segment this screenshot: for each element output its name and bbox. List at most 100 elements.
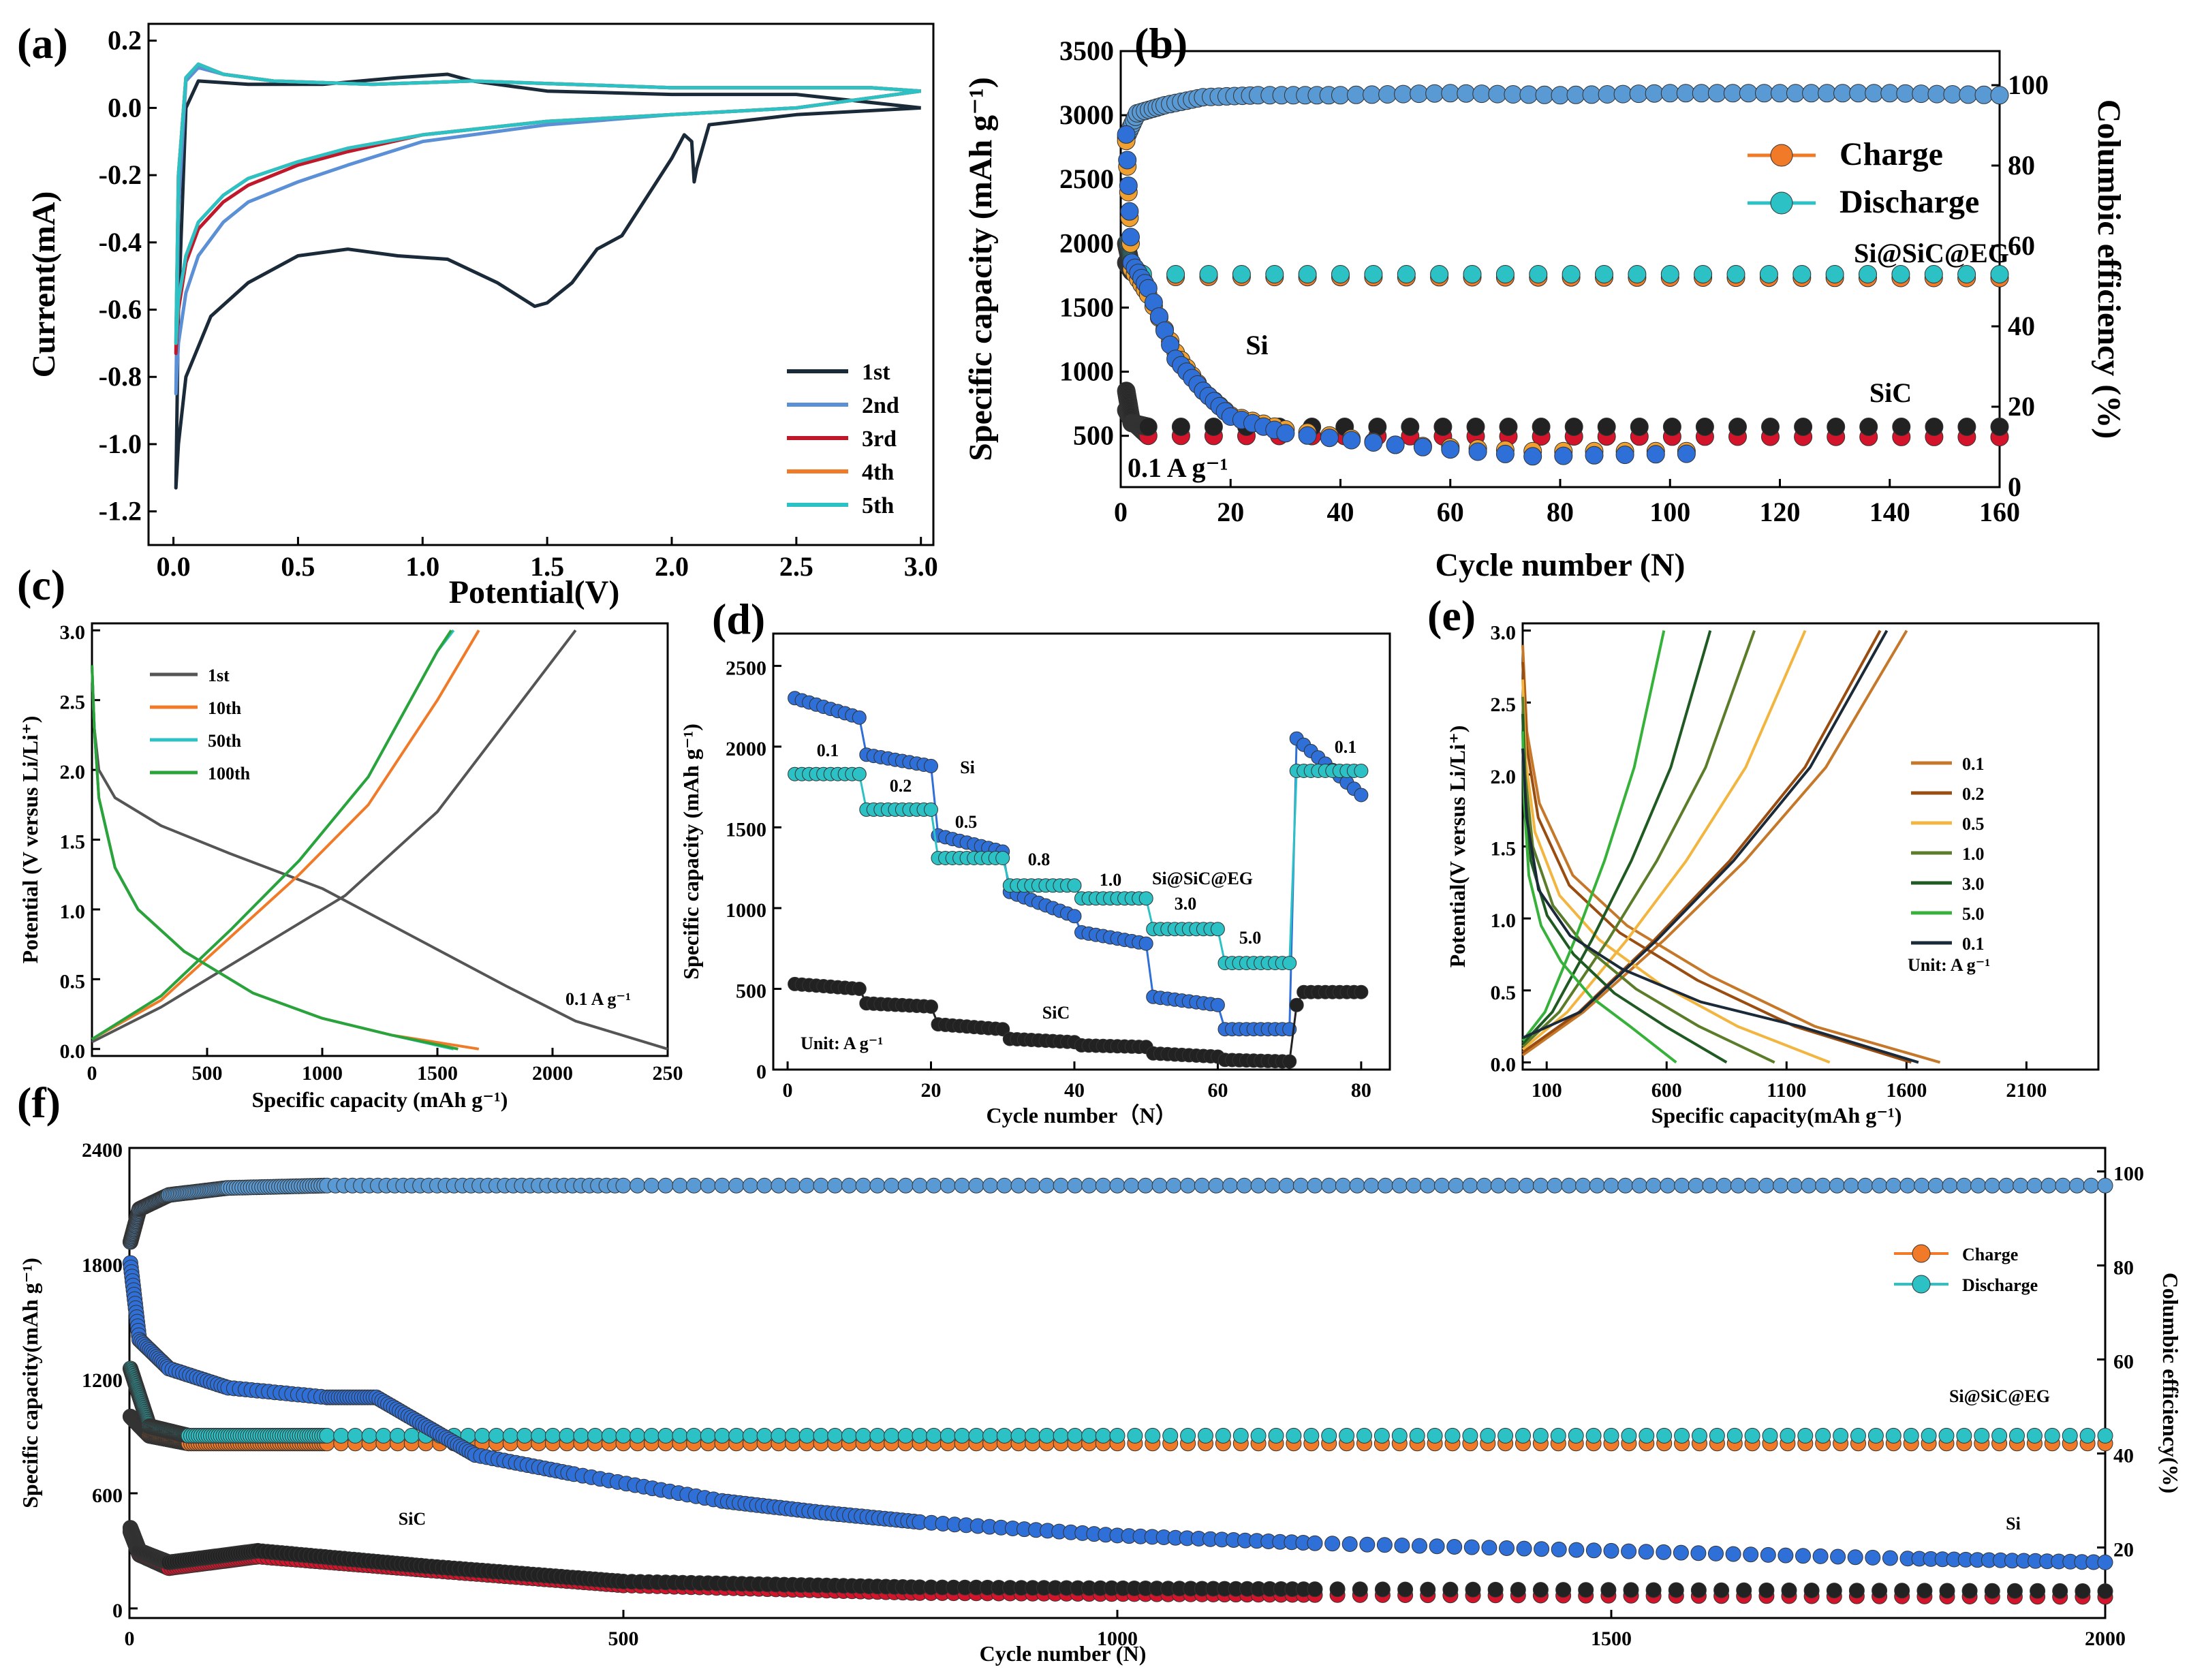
plot-frame: [772, 632, 1391, 1071]
capacity-point: [1166, 265, 1185, 283]
capacity-point: [1298, 265, 1317, 283]
y-tick-label: 2.5: [1491, 694, 1517, 716]
series-point-Si@SiC@EG discharge: [1709, 1427, 1725, 1444]
series-point-Si@SiC@EG discharge: [1921, 1427, 1937, 1444]
panel-f: (f)0 500 1000 1500 2000060012001800240020406…: [17, 1078, 2183, 1666]
capacity-point: [1276, 424, 1295, 443]
series-point-Si: [1673, 1544, 1689, 1561]
ce-point: [1441, 84, 1460, 103]
series-point-Coulombic efficiency: [2097, 1177, 2113, 1194]
x-tick-label: 1500: [417, 1062, 458, 1085]
series-point-Coulombic efficiency: [1391, 1177, 1408, 1194]
series-point-Si@SiC@EG discharge: [869, 1427, 886, 1444]
capacity-point: [1495, 444, 1515, 463]
panel-label: (c): [17, 561, 65, 609]
series-point-SiC discharge: [1781, 1582, 1797, 1598]
capacity-point: [1990, 418, 2009, 436]
series-point-Si@SiC@EG discharge: [1145, 1427, 1161, 1444]
y-tick-label: 3.0: [1491, 622, 1517, 644]
series-point-SiC: [1289, 997, 1304, 1012]
y-tick-label: -0.2: [99, 159, 142, 190]
series-point-Coulombic efficiency: [1335, 1177, 1351, 1194]
capacity-point: [1232, 265, 1251, 283]
ce-point: [1363, 85, 1382, 104]
annotation-sic: SiC: [1042, 1003, 1070, 1023]
x-tick-label: 140: [1869, 497, 1910, 527]
series-point-Si@SiC@EG discharge: [884, 1427, 900, 1444]
rate-label: 0.1: [1335, 737, 1357, 757]
y-tick-label: -0.8: [99, 361, 142, 392]
series-point-SiC: [852, 982, 867, 996]
series-point-Coulombic efficiency: [1801, 1177, 1817, 1194]
series-point-Si@SiC@EG discharge: [2079, 1427, 2096, 1444]
y-axis-title: Potential (V versus Li/Li⁺): [18, 716, 42, 964]
panel-label: (b): [1134, 19, 1187, 67]
charge-curve: [1521, 630, 1712, 1045]
series-point-SiC: [1354, 984, 1369, 999]
series-point-Si@SiC@EG discharge: [1497, 1427, 1514, 1444]
series-point-Si: [1585, 1542, 1602, 1559]
series-point-Si@SiC@EG discharge: [488, 1427, 505, 1444]
series-point-Si: [1830, 1549, 1846, 1565]
series-point-Si: [1621, 1543, 1637, 1559]
series-point-Si: [1499, 1540, 1515, 1556]
series-point-Coulombic efficiency: [1914, 1177, 1930, 1194]
ce-point: [1598, 85, 1617, 104]
series-point-Si@SiC@EG discharge: [573, 1427, 589, 1444]
series-point-Si@SiC@EG discharge: [474, 1427, 491, 1444]
series-point-Si@SiC@EG discharge: [926, 1427, 942, 1444]
series-point-Coulombic efficiency: [1349, 1177, 1365, 1194]
y-tick-label: 0.5: [1491, 982, 1517, 1004]
y2-tick-label: 40: [2113, 1445, 2134, 1467]
rate-label: 0.1: [817, 741, 839, 760]
y-tick-label: 2500: [726, 657, 766, 679]
series-point-Si@SiC@EG discharge: [375, 1427, 392, 1444]
capacity-point: [1401, 418, 1420, 436]
series-point-Si: [1412, 1538, 1427, 1554]
x-tick-label: 600: [1651, 1079, 1682, 1102]
series-point-Si@SiC@EG discharge: [1744, 1427, 1760, 1444]
charge-curve: [1521, 629, 1882, 1054]
capacity-point: [1595, 265, 1613, 283]
series-point-Si@SiC@EG: [1210, 922, 1225, 937]
capacity-point: [1554, 446, 1573, 465]
series-point-Si@SiC@EG discharge: [1585, 1427, 1602, 1444]
panel-label: (e): [1427, 591, 1476, 640]
series-point-Coulombic efficiency: [1264, 1177, 1281, 1194]
series-point-Si: [1603, 1542, 1619, 1559]
series-point-Coulombic efficiency: [1716, 1177, 1733, 1194]
series-point-Si@SiC@EG discharge: [1674, 1427, 1690, 1444]
discharge-curve-100th: [91, 665, 459, 1051]
y-tick-label: 500: [736, 980, 766, 1002]
ce-point: [1582, 85, 1601, 104]
series-point-Si: [1534, 1541, 1550, 1557]
capacity-point: [1759, 265, 1778, 283]
x-tick-label: 1.5: [530, 551, 564, 582]
series-point-Si: [1429, 1538, 1445, 1555]
ce-point: [1707, 84, 1726, 103]
y-tick-label: 2000: [1059, 228, 1114, 258]
series-point-Coulombic efficiency: [1829, 1177, 1845, 1194]
x-tick-label: 1000: [1097, 1628, 1138, 1650]
ce-point: [1566, 85, 1585, 104]
series-point-SiC discharge: [1668, 1582, 1684, 1598]
series-point-SiC discharge: [2052, 1583, 2068, 1599]
series-point-Coulombic efficiency: [1137, 1177, 1153, 1194]
series-point-Coulombic efficiency: [1872, 1177, 1888, 1194]
series-point-Si@SiC@EG discharge: [954, 1427, 970, 1444]
capacity-point: [1628, 265, 1647, 283]
series-point-Si@SiC@EG discharge: [742, 1427, 758, 1444]
series-point-Si@SiC@EG discharge: [1462, 1427, 1478, 1444]
series-point-Si: [1725, 1546, 1741, 1562]
series-point-Si@SiC@EG discharge: [1198, 1427, 1213, 1444]
y-tick-label: 1.5: [1491, 838, 1517, 860]
series-point-SiC discharge: [1374, 1581, 1391, 1598]
series-point-Si: [1359, 1536, 1376, 1553]
x-axis-title: Cycle number (N): [980, 1641, 1147, 1666]
discharge-curve: [1521, 662, 1912, 1064]
series-point-Coulombic efficiency: [1603, 1177, 1619, 1194]
rate-label: 5.0: [1239, 928, 1262, 948]
x-axis-title: Potential(V): [449, 574, 620, 610]
series-point-Coulombic efficiency: [1208, 1177, 1224, 1194]
series-point-Coulombic efficiency: [1744, 1177, 1760, 1194]
